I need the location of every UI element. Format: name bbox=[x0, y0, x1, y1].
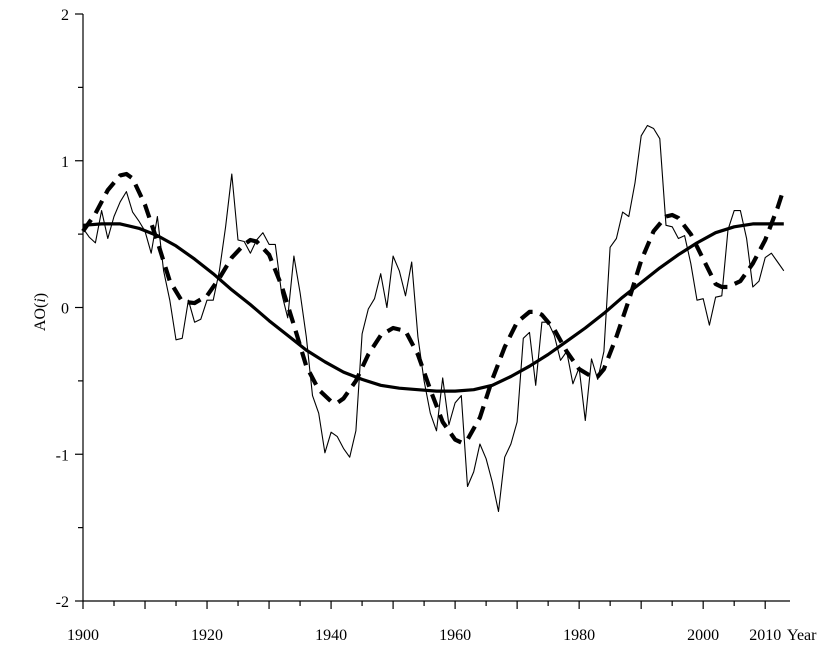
x-tick-label: 2010 bbox=[749, 627, 781, 644]
x-tick-label: 1980 bbox=[563, 627, 595, 644]
series-line-thick-solid bbox=[82, 222, 784, 393]
x-tick-label: 1940 bbox=[315, 627, 347, 644]
y-tick-label: -2 bbox=[56, 594, 69, 611]
axes-layer: 1900 1920 1940 1960 1980 2000 2010 2 1 0 -1 -2 bbox=[56, 7, 790, 644]
x-tick-label: 1920 bbox=[191, 627, 223, 644]
y-axis-title: AO(i) bbox=[32, 293, 49, 331]
series-line-thick-dashed bbox=[81, 171, 786, 445]
series-line-thin-solid bbox=[82, 124, 785, 513]
y-tick-label: 1 bbox=[61, 154, 69, 171]
x-axis-title: Year bbox=[787, 627, 817, 644]
x-tick-label: 2000 bbox=[687, 627, 719, 644]
x-tick-label: 1900 bbox=[67, 627, 99, 644]
svg-text:AO(i): AO(i) bbox=[32, 293, 49, 331]
y-tick-label: 0 bbox=[61, 301, 69, 318]
series-layer bbox=[81, 124, 786, 513]
x-tick-label: 1960 bbox=[439, 627, 471, 644]
y-tick-label: -1 bbox=[56, 447, 69, 464]
labels-layer: Year AO(i) bbox=[32, 293, 817, 644]
y-tick-label: 2 bbox=[61, 7, 69, 24]
